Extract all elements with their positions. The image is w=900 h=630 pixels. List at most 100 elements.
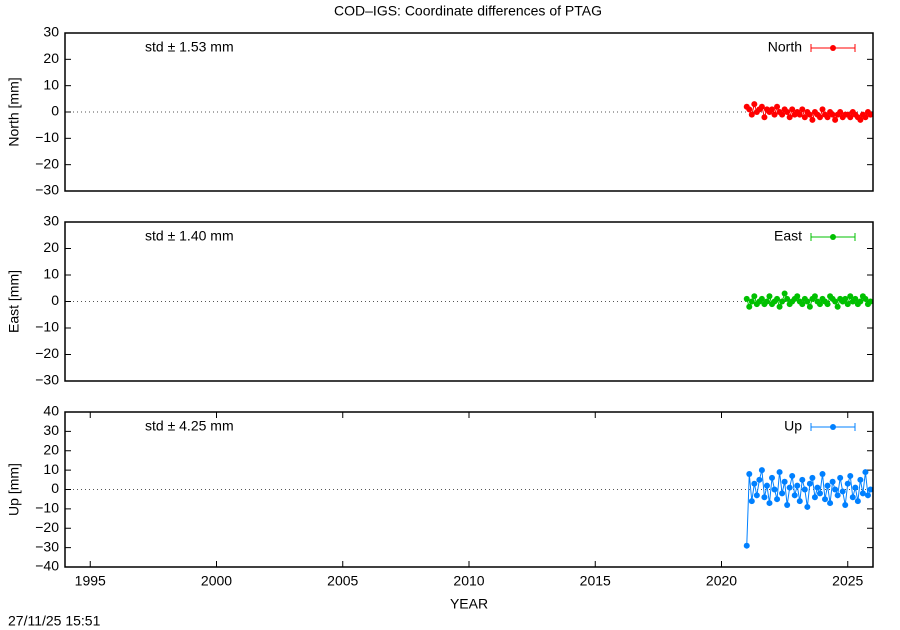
data-point	[811, 293, 818, 300]
y-tick-label: 40	[43, 403, 59, 419]
data-point	[779, 298, 786, 305]
y-axis-label: North [mm]	[6, 77, 22, 146]
x-tick-label: 1995	[75, 573, 106, 589]
y-tick-label: 0	[51, 480, 59, 496]
y-tick-label: −20	[35, 519, 59, 535]
data-point	[839, 488, 846, 495]
data-point	[781, 290, 788, 297]
data-point	[753, 492, 760, 499]
x-tick-label: 2020	[706, 573, 737, 589]
data-point	[852, 295, 859, 302]
data-point	[809, 116, 816, 123]
annotation: std ± 4.25 mm	[145, 418, 234, 434]
legend-label: Up	[784, 418, 802, 434]
data-point	[829, 478, 836, 485]
y-tick-label: 10	[43, 461, 59, 477]
data-point	[837, 474, 844, 481]
data-point	[776, 303, 783, 310]
y-tick-label: 0	[51, 292, 59, 308]
data-point	[746, 106, 753, 113]
data-point	[748, 111, 755, 118]
data-point	[799, 301, 806, 308]
y-tick-label: 20	[43, 441, 59, 457]
data-point	[774, 295, 781, 302]
data-point	[824, 301, 831, 308]
data-point	[786, 114, 793, 121]
annotation: std ± 1.40 mm	[145, 228, 234, 244]
data-point	[771, 486, 778, 493]
data-point	[758, 467, 765, 474]
data-point	[847, 293, 854, 300]
data-point	[751, 480, 758, 487]
legend-label: North	[768, 39, 802, 55]
y-tick-label: −30	[35, 182, 59, 198]
data-point	[842, 295, 849, 302]
data-point	[857, 298, 864, 305]
data-point	[827, 500, 834, 507]
data-point	[867, 298, 874, 305]
data-point	[758, 295, 765, 302]
data-point	[791, 492, 798, 499]
legend-marker	[830, 45, 836, 51]
data-point	[763, 482, 770, 489]
data-point	[832, 298, 839, 305]
data-point	[832, 486, 839, 493]
data-point	[801, 114, 808, 121]
data-point	[781, 478, 788, 485]
data-point	[779, 490, 786, 497]
data-point	[809, 474, 816, 481]
data-point	[771, 111, 778, 118]
y-tick-label: −30	[35, 538, 59, 554]
annotation: std ± 1.53 mm	[145, 39, 234, 55]
data-point	[806, 480, 813, 487]
data-point	[751, 101, 758, 108]
y-axis-label: East [mm]	[6, 270, 22, 333]
data-point	[776, 469, 783, 476]
data-point	[774, 496, 781, 503]
data-point	[867, 486, 874, 493]
data-point	[822, 496, 829, 503]
y-tick-label: −20	[35, 155, 59, 171]
data-point	[819, 471, 826, 477]
data-point	[784, 109, 791, 115]
data-point	[834, 492, 841, 499]
data-point	[854, 498, 861, 505]
data-point	[852, 484, 859, 491]
data-point	[862, 114, 869, 121]
data-point	[811, 494, 818, 501]
y-tick-label: −20	[35, 345, 59, 361]
data-point	[799, 476, 806, 483]
y-tick-label: 20	[43, 239, 59, 255]
y-tick-label: −10	[35, 129, 59, 145]
y-tick-label: 30	[43, 24, 59, 40]
data-point	[824, 114, 831, 121]
x-tick-label: 2015	[580, 573, 611, 589]
y-tick-label: −40	[35, 558, 59, 574]
data-point	[814, 484, 821, 491]
data-point	[786, 484, 793, 491]
data-point	[806, 111, 813, 118]
y-tick-label: −10	[35, 319, 59, 335]
data-point	[804, 298, 811, 305]
legend-marker	[830, 424, 836, 430]
y-axis-label: Up [mm]	[6, 463, 22, 516]
data-point	[769, 474, 775, 481]
data-point	[756, 476, 763, 483]
data-point	[796, 498, 803, 505]
data-point	[862, 295, 869, 302]
data-point	[842, 502, 849, 508]
data-point	[847, 472, 854, 479]
data-point	[864, 492, 871, 499]
data-point	[819, 106, 826, 113]
y-tick-label: 30	[43, 422, 59, 438]
data-point	[784, 295, 791, 302]
data-point	[794, 293, 801, 300]
legend-label: East	[774, 228, 802, 244]
data-point	[748, 498, 755, 505]
data-point	[766, 293, 773, 300]
data-point	[804, 503, 811, 510]
data-point	[784, 502, 791, 508]
data-point	[796, 111, 803, 118]
data-point	[751, 293, 758, 300]
data-point	[849, 494, 856, 501]
